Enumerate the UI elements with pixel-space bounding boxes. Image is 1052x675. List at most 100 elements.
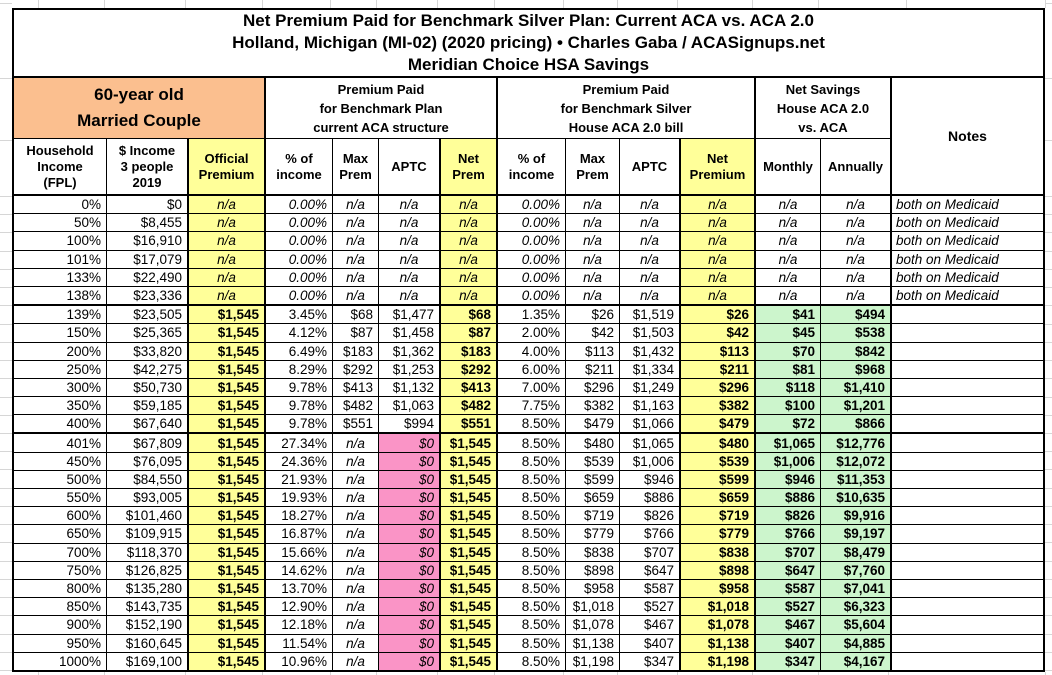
cell-aca-net-prem[interactable]: n/a — [439, 232, 496, 250]
cell-official-premium[interactable]: $1,545 — [187, 306, 264, 324]
cell-aca-net-prem[interactable]: n/a — [439, 268, 496, 286]
cell-aca-net-prem[interactable]: $68 — [439, 306, 496, 324]
cell-house-max-prem[interactable]: $479 — [565, 415, 619, 433]
cell-savings-monthly[interactable]: n/a — [754, 214, 820, 232]
cell-house-pct-income[interactable]: 8.50% — [496, 652, 565, 670]
cell-aca-max-prem[interactable]: n/a — [332, 470, 378, 488]
cell-aca-max-prem[interactable]: n/a — [332, 214, 378, 232]
column-header-aca-pct-income[interactable]: % of income — [264, 138, 332, 194]
cell-aca-pct-income[interactable]: 11.54% — [264, 634, 332, 652]
cell-house-pct-income[interactable]: 0.00% — [496, 214, 565, 232]
cell-aca-aptc[interactable]: $0 — [378, 452, 439, 470]
cell-aca-pct-income[interactable]: 14.62% — [264, 561, 332, 579]
cell-aca-max-prem[interactable]: n/a — [332, 196, 378, 214]
cell-aca-pct-income[interactable]: 9.78% — [264, 415, 332, 433]
cell-house-max-prem[interactable]: $382 — [565, 397, 619, 415]
cell-aca-pct-income[interactable]: 3.45% — [264, 306, 332, 324]
cell-aca-max-prem[interactable]: n/a — [332, 489, 378, 507]
cell-savings-annually[interactable]: n/a — [820, 250, 890, 268]
cell-savings-annually[interactable]: $10,635 — [820, 489, 890, 507]
cell-house-max-prem[interactable]: $898 — [565, 561, 619, 579]
cell-house-max-prem[interactable]: $779 — [565, 525, 619, 543]
cell-house-pct-income[interactable]: 7.00% — [496, 378, 565, 397]
group-header-current-aca[interactable]: Premium Paid for Benchmark Plan current … — [264, 78, 496, 138]
cell-savings-monthly[interactable]: $347 — [754, 652, 820, 670]
cell-house-max-prem[interactable]: $1,078 — [565, 616, 619, 634]
cell-house-aptc[interactable]: n/a — [619, 268, 679, 286]
cell-savings-monthly[interactable]: $1,065 — [754, 434, 820, 452]
cell-savings-annually[interactable]: n/a — [820, 196, 890, 214]
cell-official-premium[interactable]: $1,545 — [187, 434, 264, 452]
cell-aca-pct-income[interactable]: 0.00% — [264, 232, 332, 250]
cell-savings-monthly[interactable]: $766 — [754, 525, 820, 543]
column-header-aca-aptc[interactable]: APTC — [378, 138, 439, 194]
cell-savings-annually[interactable]: $842 — [820, 342, 890, 360]
cell-aca-pct-income[interactable]: 4.12% — [264, 324, 332, 342]
cell-house-aptc[interactable]: $1,065 — [619, 434, 679, 452]
cell-savings-annually[interactable]: $6,323 — [820, 598, 890, 616]
cell-official-premium[interactable]: n/a — [187, 196, 264, 214]
cell-notes[interactable] — [890, 324, 1043, 342]
cell-fpl[interactable]: 350% — [66, 398, 101, 414]
cell-aca-aptc[interactable]: $0 — [378, 470, 439, 488]
cell-house-pct-income[interactable]: 2.00% — [496, 324, 565, 342]
cell-income[interactable]: $169,100 — [106, 652, 187, 670]
cell-aca-max-prem[interactable]: n/a — [332, 561, 378, 579]
cell-income[interactable]: $59,185 — [106, 397, 187, 415]
cell-savings-annually[interactable]: $11,353 — [820, 470, 890, 488]
cell-house-aptc[interactable]: $1,432 — [619, 342, 679, 360]
cell-house-net-premium[interactable]: n/a — [679, 268, 754, 286]
cell-income[interactable]: $84,550 — [106, 470, 187, 488]
cell-aca-net-prem[interactable]: $551 — [439, 415, 496, 433]
cell-aca-pct-income[interactable]: 13.70% — [264, 579, 332, 598]
cell-income[interactable]: $118,370 — [106, 543, 187, 561]
cell-aca-aptc[interactable]: $0 — [378, 561, 439, 579]
column-header-house-pct-income[interactable]: % of income — [496, 138, 565, 194]
cell-aca-aptc[interactable]: $1,063 — [378, 397, 439, 415]
cell-income[interactable]: $152,190 — [106, 616, 187, 634]
cell-house-max-prem[interactable]: $26 — [565, 306, 619, 324]
cell-house-pct-income[interactable]: 0.00% — [496, 232, 565, 250]
cell-aca-aptc[interactable]: n/a — [378, 196, 439, 214]
cell-aca-net-prem[interactable]: $1,545 — [439, 452, 496, 470]
cell-fpl[interactable]: 900% — [66, 617, 101, 633]
cell-official-premium[interactable]: $1,545 — [187, 543, 264, 561]
cell-house-net-premium[interactable]: $113 — [679, 342, 754, 360]
group-header-net-savings[interactable]: Net Savings House ACA 2.0 vs. ACA — [754, 78, 890, 138]
cell-fpl[interactable]: 800% — [66, 581, 101, 597]
cell-fpl[interactable]: 700% — [66, 544, 101, 560]
cell-savings-monthly[interactable]: $527 — [754, 598, 820, 616]
cell-house-net-premium[interactable]: $539 — [679, 452, 754, 470]
cell-house-pct-income[interactable]: 4.00% — [496, 342, 565, 360]
cell-house-max-prem[interactable]: $296 — [565, 378, 619, 397]
cell-house-pct-income[interactable]: 8.50% — [496, 561, 565, 579]
cell-house-net-premium[interactable]: $838 — [679, 543, 754, 561]
column-header-house-aptc[interactable]: APTC — [619, 138, 679, 194]
cell-official-premium[interactable]: $1,545 — [187, 470, 264, 488]
cell-savings-annually[interactable]: $9,197 — [820, 525, 890, 543]
cell-house-net-premium[interactable]: $382 — [679, 397, 754, 415]
cell-savings-annually[interactable]: n/a — [820, 232, 890, 250]
cell-notes[interactable] — [890, 616, 1043, 634]
cell-aca-pct-income[interactable]: 0.00% — [264, 286, 332, 305]
cell-savings-monthly[interactable]: $118 — [754, 378, 820, 397]
cell-house-aptc[interactable]: $347 — [619, 652, 679, 670]
cell-aca-aptc[interactable]: $0 — [378, 507, 439, 525]
cell-house-pct-income[interactable]: 8.50% — [496, 507, 565, 525]
cell-official-premium[interactable]: $1,545 — [187, 452, 264, 470]
cell-income[interactable]: $101,460 — [106, 507, 187, 525]
cell-house-net-premium[interactable]: $1,018 — [679, 598, 754, 616]
cell-aca-pct-income[interactable]: 0.00% — [264, 250, 332, 268]
cell-house-net-premium[interactable]: n/a — [679, 232, 754, 250]
cell-income[interactable]: $143,735 — [106, 598, 187, 616]
cell-income[interactable]: $16,910 — [106, 232, 187, 250]
cell-official-premium[interactable]: $1,545 — [187, 397, 264, 415]
cell-fpl[interactable]: 139% — [66, 307, 101, 323]
cell-fpl[interactable]: 100% — [66, 233, 101, 249]
group-header-household[interactable]: 60-year old Married Couple — [14, 78, 264, 138]
cell-fpl[interactable]: 133% — [66, 269, 101, 285]
cell-aca-pct-income[interactable]: 21.93% — [264, 470, 332, 488]
cell-savings-annually[interactable]: $8,479 — [820, 543, 890, 561]
cell-house-pct-income[interactable]: 8.50% — [496, 616, 565, 634]
cell-notes[interactable] — [890, 489, 1043, 507]
